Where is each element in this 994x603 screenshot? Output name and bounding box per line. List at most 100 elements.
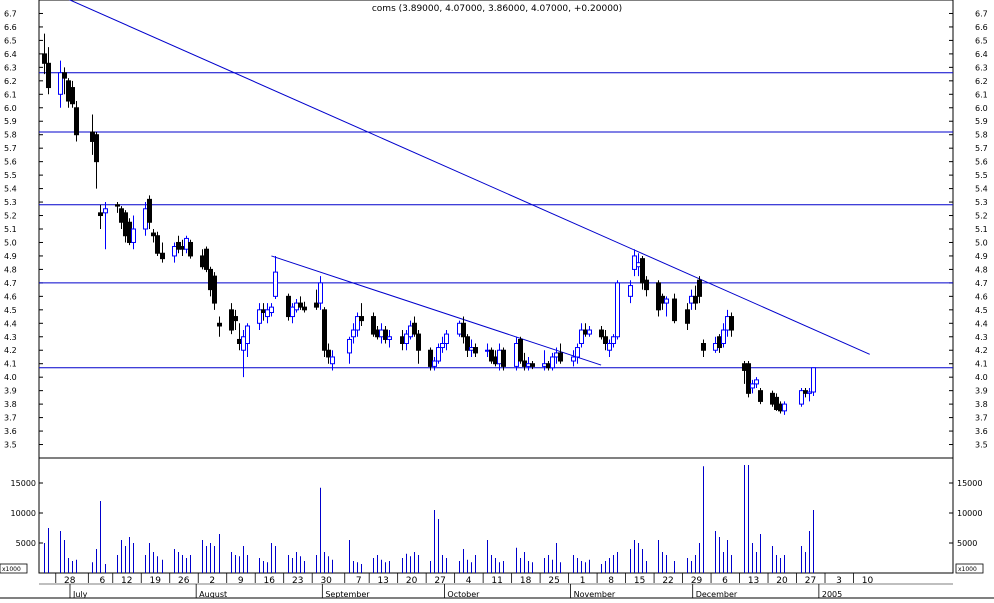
candle-body — [184, 237, 189, 250]
price-tick-label-right: 3.6 — [975, 427, 988, 436]
month-label: November — [574, 590, 616, 599]
day-label: 13 — [748, 576, 759, 586]
price-tick-label-left: 5.0 — [4, 238, 17, 247]
day-label: 18 — [520, 576, 532, 586]
price-tick-label-right: 4.7 — [975, 279, 988, 288]
candle-body — [119, 208, 124, 223]
candle-body — [46, 62, 51, 89]
candle-body — [98, 212, 103, 217]
month-label: August — [199, 590, 227, 599]
candle-body — [127, 221, 132, 243]
price-tick-label-right: 3.5 — [975, 441, 988, 450]
candle-body — [400, 336, 405, 345]
candle-body — [811, 367, 816, 393]
candle-body — [151, 232, 156, 237]
candle-body — [330, 356, 335, 365]
day-label: 1 — [580, 576, 586, 586]
candle-body — [200, 255, 205, 268]
price-tick-label-left: 3.6 — [4, 427, 17, 436]
candle-body — [188, 241, 193, 257]
candle-body — [497, 349, 502, 365]
day-label: 4 — [466, 576, 472, 586]
price-tick-label-right: 4.2 — [975, 346, 988, 355]
day-label: 13 — [377, 576, 388, 586]
price-tick-label-right: 4.1 — [975, 360, 988, 369]
candle-body — [233, 316, 238, 322]
price-tick-label-right: 4.5 — [975, 306, 988, 315]
candle-body — [318, 282, 323, 304]
candle-body — [265, 309, 270, 318]
candle-body — [782, 403, 787, 412]
candle-body — [721, 329, 726, 345]
candle-body — [286, 295, 291, 318]
price-tick-label-left: 5.9 — [4, 117, 17, 126]
candle-body — [237, 338, 242, 345]
candle-body — [416, 333, 421, 351]
candle-body — [62, 72, 67, 79]
price-tick-label-right: 5.7 — [975, 144, 988, 153]
day-label: 20 — [776, 576, 788, 586]
volume-panel: 5000 5000 10000 10000 15000 15000 x1000 x1000 — [0, 457, 984, 574]
candle-body — [383, 329, 388, 340]
candle-body — [147, 198, 152, 223]
price-tick-label-left: 4.3 — [4, 333, 17, 342]
candle-body — [473, 347, 478, 354]
candle-body — [143, 208, 148, 230]
candle-body — [770, 392, 775, 405]
price-tick-label-left: 5.5 — [4, 171, 17, 180]
candle-body — [465, 336, 470, 351]
candle-body — [351, 329, 356, 338]
day-label: 6 — [722, 576, 728, 586]
candle-body — [640, 258, 645, 284]
candle-body — [74, 107, 79, 136]
price-tick-label-left: 4.6 — [4, 292, 17, 301]
day-label: 2 — [209, 576, 215, 586]
day-label: 27 — [434, 576, 445, 586]
candle-body — [611, 336, 616, 345]
price-tick-label-right: 6.6 — [975, 23, 988, 32]
price-tick-label-left: 3.9 — [4, 387, 17, 396]
price-tick-label-right: 5.3 — [975, 198, 988, 207]
price-tick-label-right: 3.9 — [975, 387, 988, 396]
price-tick-label-left: 6.5 — [4, 36, 17, 45]
candle-body — [778, 403, 783, 412]
candle-body — [176, 241, 181, 250]
day-label: 15 — [634, 576, 645, 586]
price-tick-label-right: 6.1 — [975, 90, 988, 99]
day-label: 6 — [99, 576, 105, 586]
candle-body — [379, 329, 384, 338]
candle-body — [131, 228, 136, 243]
price-tick-label-left: 5.1 — [4, 225, 17, 234]
price-tick-label-left: 5.3 — [4, 198, 17, 207]
candle-body — [599, 329, 604, 338]
volume-unit-box-left — [0, 563, 28, 574]
day-label: 19 — [150, 576, 162, 586]
price-tick-label-left: 6.1 — [4, 90, 17, 99]
candle-body — [469, 347, 474, 351]
candle-body — [603, 336, 608, 345]
price-tick-label-right: 3.8 — [975, 400, 988, 409]
candle-body — [546, 363, 551, 369]
candle-body — [457, 322, 462, 335]
candle-body — [94, 134, 99, 163]
price-tick-label-right: 6.0 — [975, 104, 988, 113]
candle-body — [489, 349, 494, 362]
candle-body — [583, 329, 588, 335]
price-tick-label-left: 5.2 — [4, 212, 17, 221]
candle-body — [799, 390, 804, 405]
price-tick-label-left: 3.7 — [4, 414, 17, 423]
day-label: 10 — [862, 576, 874, 586]
volume-unit-label-left: x1000 — [2, 566, 21, 573]
candle-body — [212, 275, 217, 304]
candle-body — [359, 316, 364, 322]
candle-body — [717, 336, 722, 349]
price-tick-label-right: 6.5 — [975, 36, 988, 45]
volume-tick-label-left: 5000 — [16, 539, 36, 548]
day-label: 16 — [263, 576, 275, 586]
trendline — [271, 255, 602, 366]
volume-unit-label-right: x1000 — [958, 566, 977, 573]
candle-body — [693, 295, 698, 304]
candle-body — [522, 360, 527, 367]
candle-body — [412, 322, 417, 335]
candle-body — [725, 316, 730, 331]
